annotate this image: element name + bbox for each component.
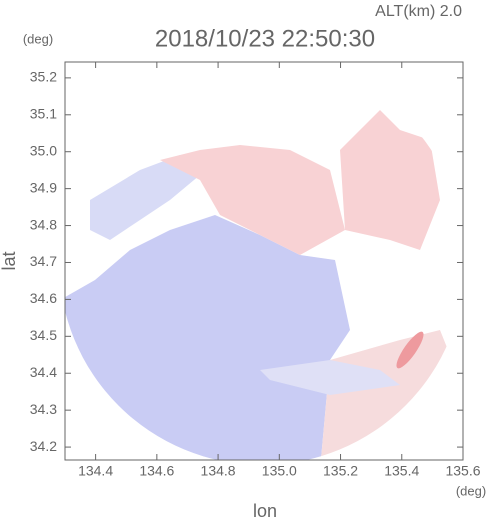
y-tick-label: 34.5	[30, 327, 57, 343]
receding-area	[160, 145, 345, 255]
strong-echo	[396, 331, 424, 369]
x-tick-label: 134.6	[139, 463, 174, 479]
y-tick-label: 35.2	[30, 69, 57, 85]
y-tick-label: 34.8	[30, 216, 57, 232]
y-tick-label: 35.1	[30, 105, 57, 121]
x-tick-label: 134.8	[201, 463, 236, 479]
approaching-area	[90, 155, 200, 240]
approaching-area	[260, 360, 400, 395]
altitude-label: ALT(km) 2.0	[375, 3, 462, 20]
y-tick-label: 34.2	[30, 438, 57, 454]
receding-area	[340, 110, 440, 250]
chart-title: 2018/10/23 22:50:30	[155, 25, 375, 52]
x-axis-label: lon	[253, 501, 277, 521]
y-tick-label: 34.9	[30, 179, 57, 195]
x-tick-label: 135.0	[262, 463, 297, 479]
approaching-area	[65, 215, 350, 460]
y-tick-label: 34.6	[30, 290, 57, 306]
y-unit: (deg)	[23, 31, 53, 46]
x-tick-label: 135.2	[323, 463, 358, 479]
x-tick-label: 135.4	[384, 463, 419, 479]
x-unit: (deg)	[456, 483, 486, 498]
x-tick-label: 134.4	[78, 463, 113, 479]
velocity-field	[65, 110, 460, 460]
y-tick-label: 34.4	[30, 364, 57, 380]
y-tick-label: 34.3	[30, 401, 57, 417]
receding-area	[320, 330, 460, 460]
y-tick-label: 35.0	[30, 142, 57, 158]
y-tick-label: 34.7	[30, 253, 57, 269]
x-tick-label: 135.6	[445, 463, 480, 479]
plot-frame	[64, 61, 464, 461]
y-axis-label: lat	[0, 251, 19, 270]
